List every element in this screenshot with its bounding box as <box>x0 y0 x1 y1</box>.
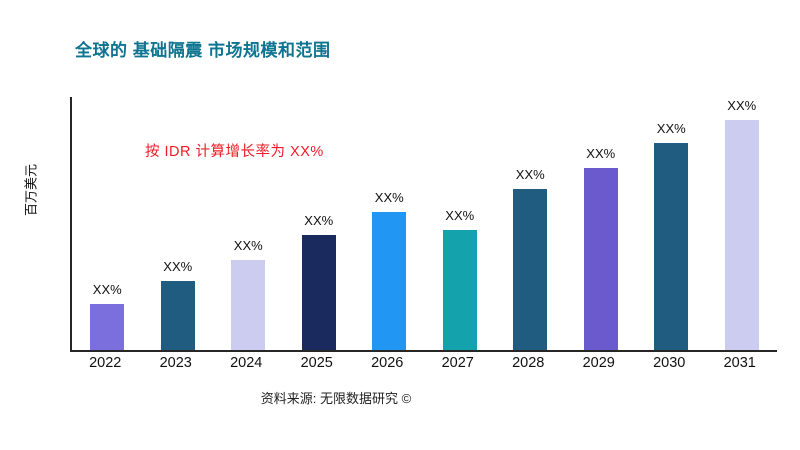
x-axis-labels: 2022 2023 2024 2025 2026 2027 2028 2029 2030 2031 <box>70 355 775 371</box>
bar-2031 <box>724 120 759 350</box>
bar-slot: XX% <box>707 98 778 350</box>
bar-value-label: XX% <box>374 190 404 205</box>
x-tick-2025: 2025 <box>300 355 333 371</box>
bar-slot: XX% <box>636 121 707 350</box>
x-tick-2028: 2028 <box>512 355 545 371</box>
x-tick-2022: 2022 <box>89 355 122 371</box>
bar-value-label: XX% <box>515 167 545 182</box>
bar-value-label: XX% <box>445 208 475 223</box>
bar-2024 <box>231 260 266 350</box>
bar-value-label: XX% <box>163 259 193 274</box>
bar-slot: XX% <box>354 190 425 350</box>
bar-2026 <box>372 212 407 350</box>
bar-value-label: XX% <box>586 146 616 161</box>
bar-2023 <box>160 281 195 350</box>
source-caption: 资料来源: 无限数据研究 © <box>260 391 412 406</box>
bar-value-label: XX% <box>92 282 122 297</box>
bar-2022 <box>90 304 125 350</box>
chart-title: 全球的 基础隔震 市场规模和范围 <box>75 41 331 60</box>
growth-annotation: 按 IDR 计算增长率为 XX% <box>145 144 324 160</box>
bar-slot: XX% <box>213 238 284 350</box>
bar-2029 <box>583 168 618 350</box>
bar-slot: XX% <box>72 282 143 350</box>
x-tick-2026: 2026 <box>371 355 404 371</box>
x-tick-2023: 2023 <box>159 355 192 371</box>
x-tick-2027: 2027 <box>441 355 474 371</box>
bar-2028 <box>513 189 548 350</box>
x-tick-2030: 2030 <box>653 355 686 371</box>
bar-2030 <box>654 143 689 350</box>
y-axis-label: 百万美元 <box>23 163 39 217</box>
bar-slot: XX% <box>143 259 214 350</box>
bar-2025 <box>301 235 336 350</box>
bar-value-label: XX% <box>656 121 686 136</box>
x-tick-2029: 2029 <box>582 355 615 371</box>
bar-value-label: XX% <box>727 98 757 113</box>
bar-value-label: XX% <box>304 213 334 228</box>
x-tick-2031: 2031 <box>723 355 756 371</box>
bars-container: XX% XX% XX% XX% XX% XX% XX% XX% XX% XX% <box>72 97 777 350</box>
bar-value-label: XX% <box>233 238 263 253</box>
bar-slot: XX% <box>425 208 496 350</box>
bar-2027 <box>442 230 477 350</box>
x-tick-2024: 2024 <box>230 355 263 371</box>
plot-area: XX% XX% XX% XX% XX% XX% XX% XX% XX% XX% <box>70 97 777 352</box>
bar-slot: XX% <box>495 167 566 350</box>
bar-slot: XX% <box>284 213 355 350</box>
bar-slot: XX% <box>566 146 637 350</box>
